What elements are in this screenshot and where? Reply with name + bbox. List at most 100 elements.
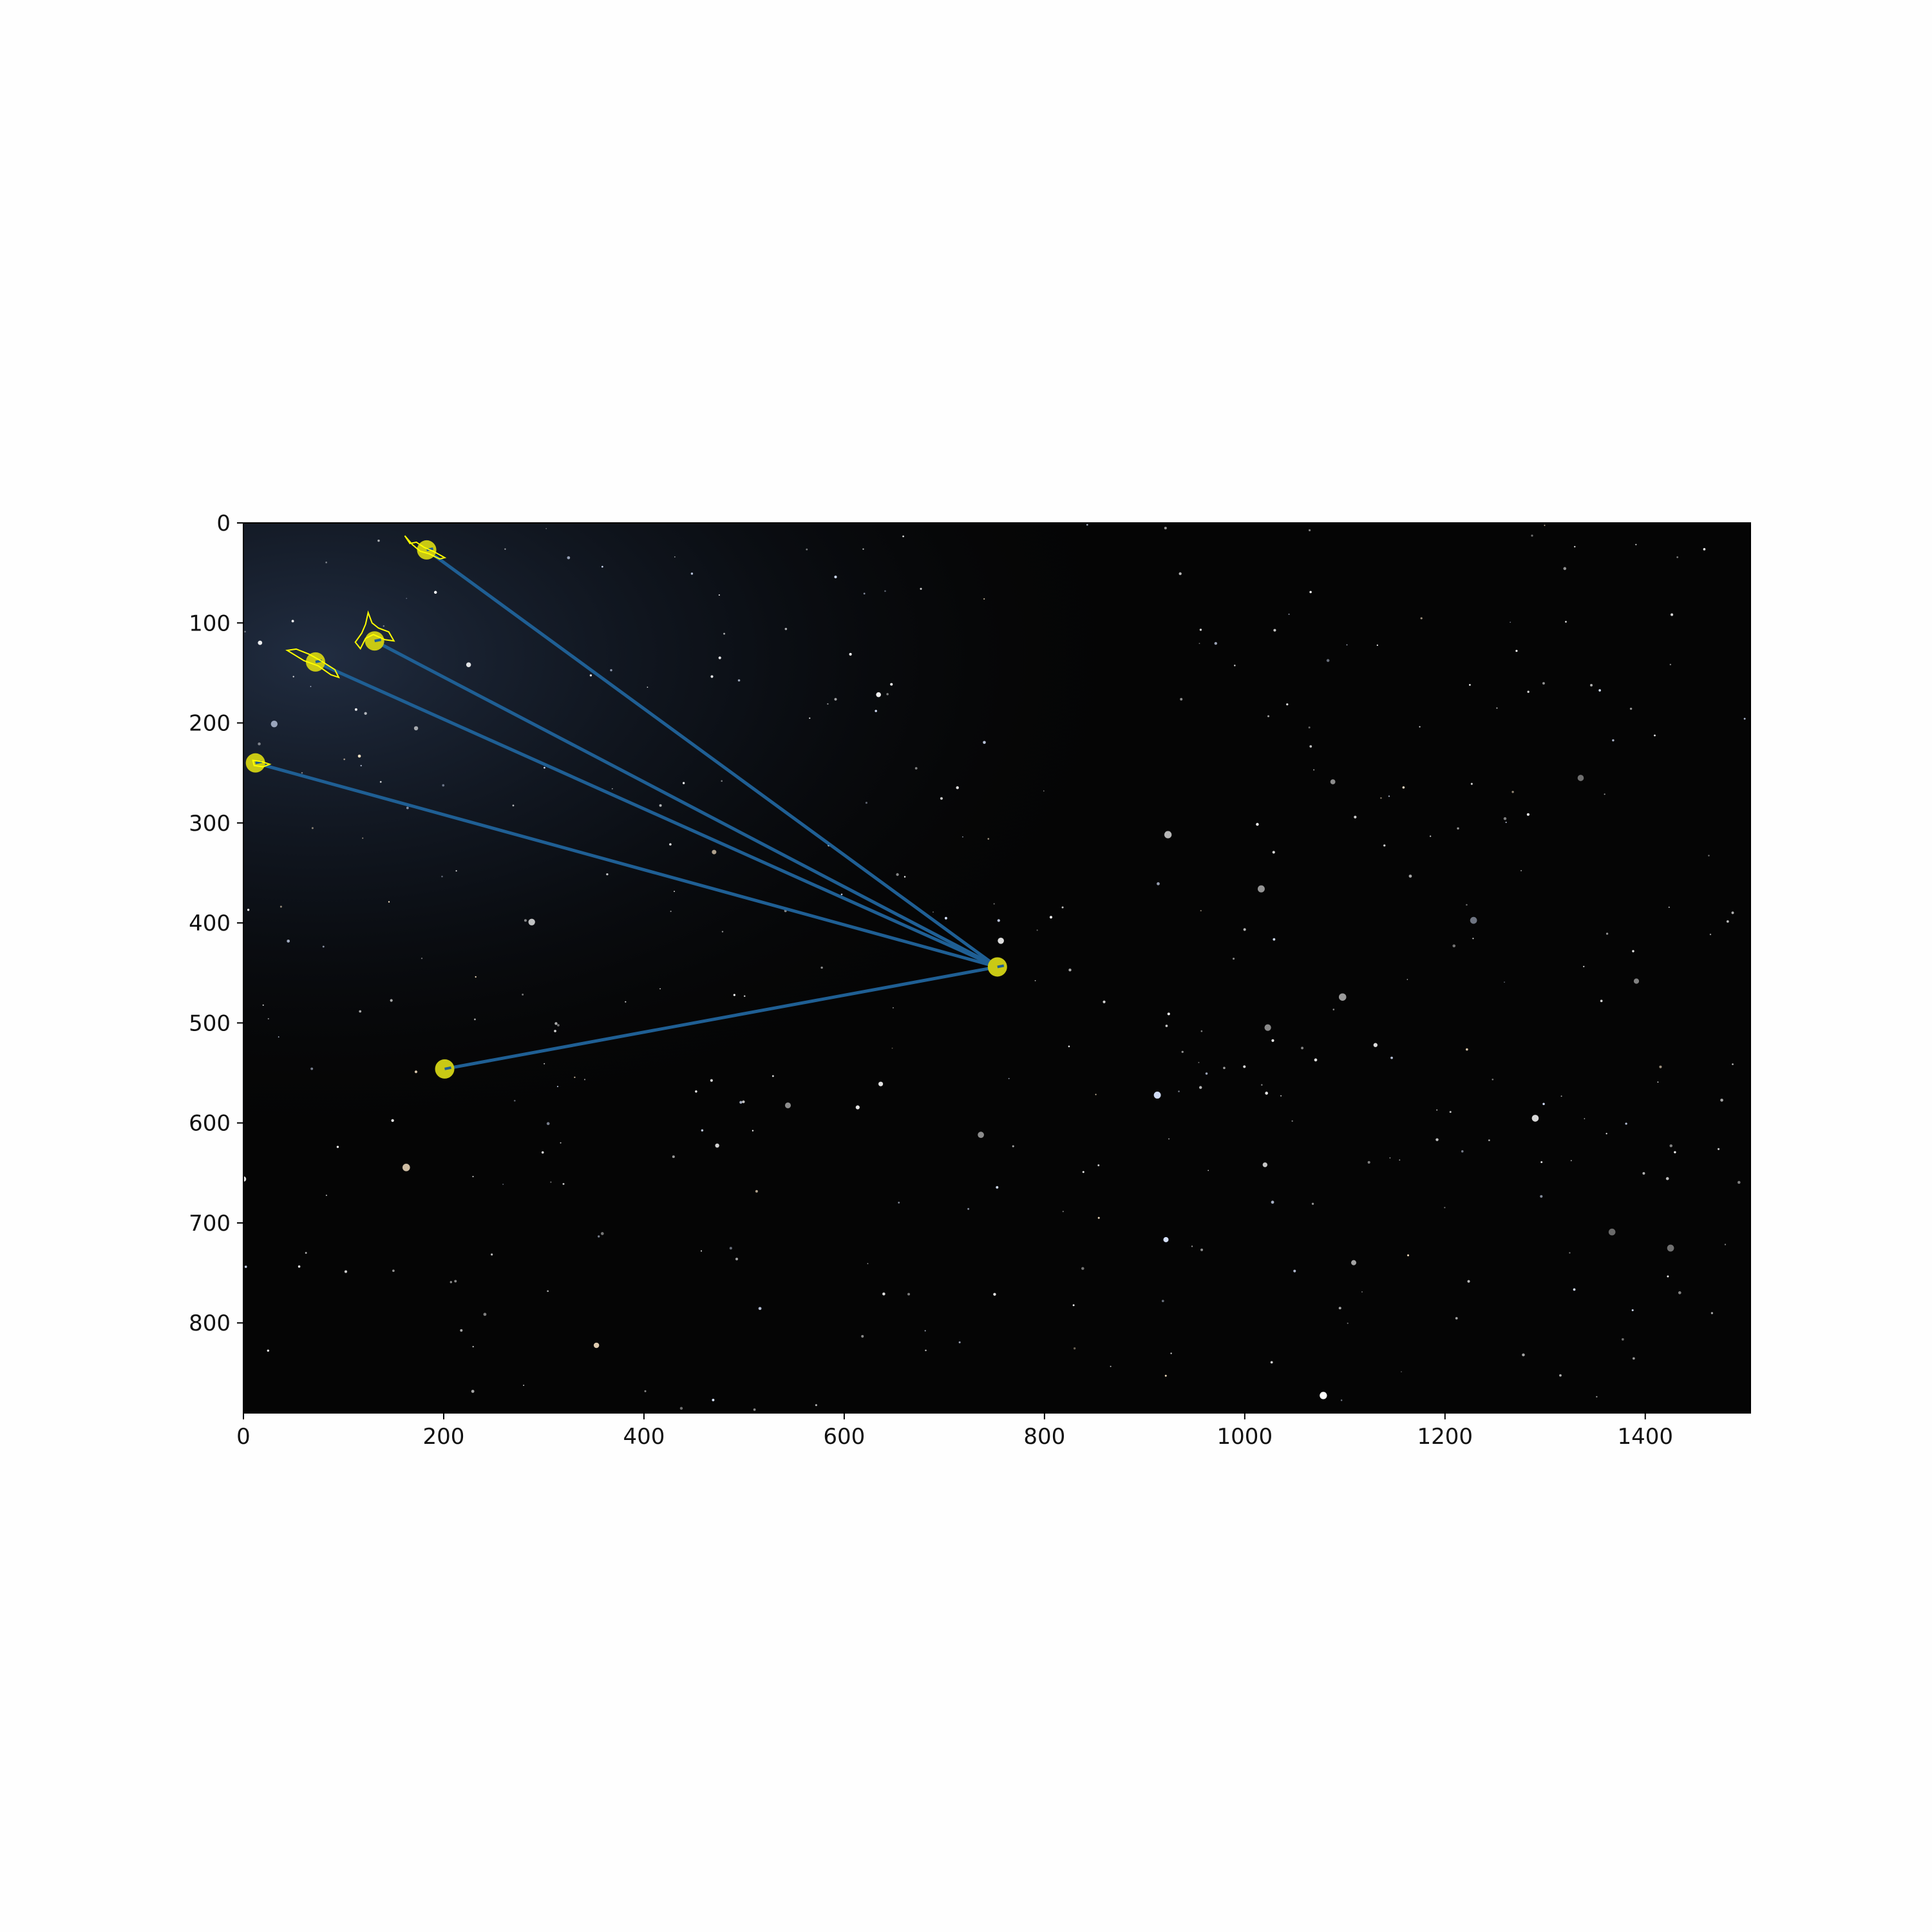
constellation-outline [354,610,395,650]
star [1542,1103,1545,1105]
star [1270,1361,1273,1364]
star [522,993,524,996]
star [1629,707,1633,710]
star [884,590,886,592]
star [1262,1162,1268,1168]
star [258,742,261,746]
star [1347,1322,1349,1324]
y-tick-label: 400 [189,911,231,936]
star [310,686,312,687]
constellation-outline [404,535,447,560]
star [1243,1065,1246,1068]
star [1200,1030,1203,1032]
star [674,891,675,893]
star [1632,950,1634,952]
star [1232,958,1235,960]
star [454,1280,457,1283]
x-axis: 0 200 400 600 800 1000 1200 1400 [236,1413,1673,1450]
star [1732,1063,1734,1065]
star [753,1408,756,1411]
star [1435,1138,1439,1141]
star [1110,1365,1112,1367]
markers [245,535,1007,1079]
star [1559,1374,1562,1377]
star [1444,1206,1446,1209]
star [669,843,672,846]
star [1062,1211,1064,1213]
star [1511,791,1514,793]
star [1179,572,1182,575]
star [682,782,685,784]
plot-frame [243,522,1751,1414]
star [1574,545,1576,548]
star [528,918,535,925]
star [925,1349,927,1352]
star [1390,1056,1393,1059]
star [287,939,290,943]
data-point-center [444,1066,451,1070]
star [891,1047,893,1049]
star [647,687,649,688]
star [1205,1072,1208,1075]
star [1072,1304,1075,1307]
star [610,668,612,672]
star [1406,979,1408,980]
star [875,710,877,712]
star [292,676,294,677]
star [1198,1061,1200,1063]
star [1273,629,1276,632]
star [471,1390,475,1393]
star [1271,1200,1274,1204]
star [1466,904,1468,906]
star [1407,1254,1410,1256]
star [1527,690,1530,693]
star [455,870,457,872]
star [1731,911,1734,914]
star [1095,1094,1097,1095]
star [1168,1138,1170,1140]
star [243,1176,247,1182]
star [606,873,609,876]
star [1504,981,1505,983]
star [1332,1009,1335,1010]
star [322,945,325,948]
star [983,598,985,600]
star [567,556,571,560]
star [809,717,811,719]
star [1573,1288,1576,1291]
star [546,1122,550,1126]
star [723,632,726,635]
star [1012,1145,1014,1148]
star [1167,1012,1170,1016]
star [1503,817,1507,820]
star [589,674,592,677]
star [270,720,278,728]
star [772,1075,774,1077]
star [466,662,471,668]
star [291,620,294,623]
star [755,1189,758,1193]
star [933,911,934,913]
star [402,1164,410,1171]
star [729,1247,732,1250]
star [1308,726,1311,729]
star [1200,1248,1204,1251]
star [1103,1000,1106,1003]
star [1724,1244,1727,1245]
star [710,675,714,678]
star [1401,1371,1402,1372]
star [379,781,382,783]
star [1604,793,1605,795]
y-tick-label: 600 [189,1111,231,1137]
star [502,1183,504,1185]
star [1272,851,1275,854]
data-point-center [374,638,382,643]
star [867,1263,869,1265]
star [1598,689,1601,692]
star [504,548,506,550]
star [1420,617,1423,620]
x-tick-label: 800 [1023,1424,1065,1450]
star [904,876,906,878]
star [878,1081,884,1086]
star [998,938,1004,944]
